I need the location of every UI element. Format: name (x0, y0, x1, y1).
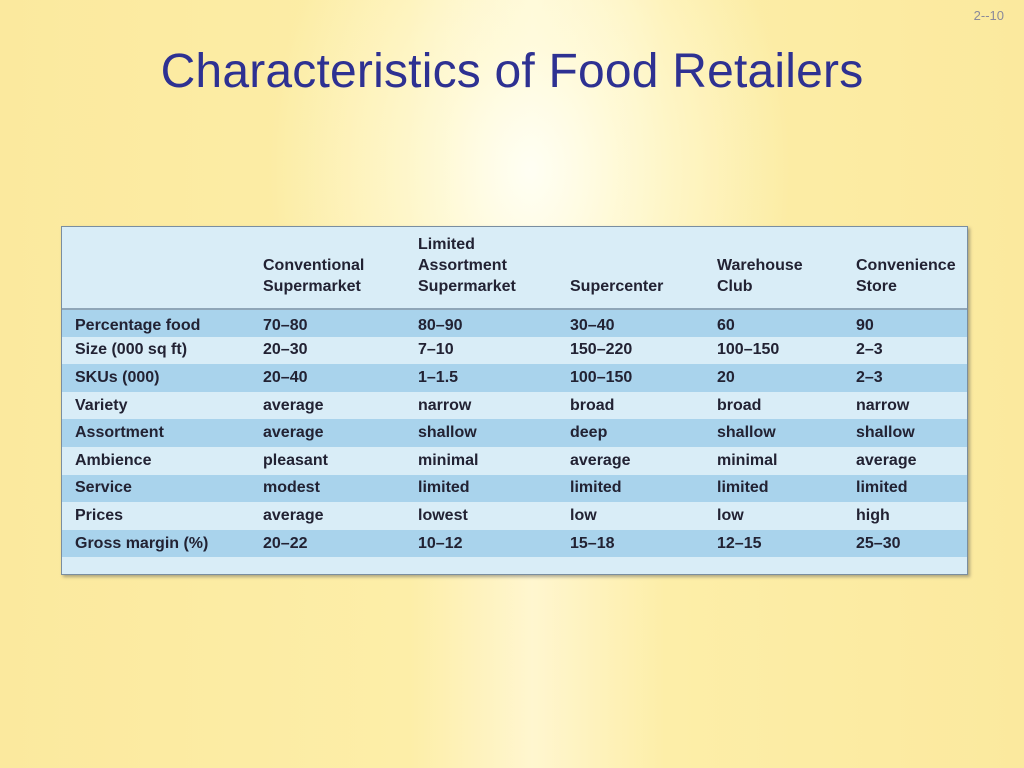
header-supercenter: Supercenter (570, 227, 717, 310)
table-cell: minimal (418, 451, 479, 469)
row-label: Percentage food (75, 317, 201, 335)
row-label: Prices (75, 506, 124, 524)
slide-number: 2--10 (973, 8, 1004, 23)
table-cell: 12–15 (717, 534, 762, 552)
table-cell: 90 (856, 317, 874, 335)
table-cell: 20–30 (263, 341, 308, 359)
table-row: Service modest limited limited limited limite… (62, 474, 967, 503)
row-label: Gross margin (%) (75, 534, 209, 552)
table-cell: limited (418, 479, 470, 497)
row-label: Ambience (75, 451, 152, 469)
table-header-row: Conventional Supermarket Limited Assortm… (62, 227, 967, 310)
row-label: Service (75, 479, 132, 497)
table-cell: modest (263, 479, 320, 497)
table-cell: broad (717, 396, 762, 414)
table-cell: 2–3 (856, 368, 883, 386)
table-cell: 25–30 (856, 534, 901, 552)
table-row: Variety average narrow broad broad narrow (62, 391, 967, 420)
table-cell: low (570, 506, 597, 524)
row-label: Assortment (75, 424, 164, 442)
table-cell: pleasant (263, 451, 328, 469)
table-cell: shallow (856, 424, 915, 442)
table-row: Percentage food 70–80 80–90 30–40 60 90 (62, 309, 967, 337)
table-cell: 70–80 (263, 317, 308, 335)
table-cell: minimal (717, 451, 778, 469)
table-cell: average (570, 451, 631, 469)
table-row: Size (000 sq ft) 20–30 7–10 150–220 100–150 2… (62, 336, 967, 365)
table-cell: 150–220 (570, 341, 633, 359)
table-cell: 20 (717, 368, 735, 386)
table-cell: limited (570, 479, 622, 497)
table-cell: low (717, 506, 744, 524)
table-cell: narrow (856, 396, 910, 414)
table-cell: 15–18 (570, 534, 615, 552)
table-row: Gross margin (%) 20–22 10–12 15–18 12–15 25–3… (62, 529, 967, 558)
table-cell: average (263, 396, 324, 414)
table-cell: shallow (418, 424, 477, 442)
table-row: SKUs (000) 20–40 1–1.5 100–150 20 2–3 (62, 364, 967, 392)
row-label: Size (000 sq ft) (75, 341, 188, 359)
table-cell: 80–90 (418, 317, 463, 335)
table-cell: average (263, 424, 324, 442)
row-label: SKUs (000) (75, 368, 160, 386)
table-body: Percentage food 70–80 80–90 30–40 60 90 Size (… (62, 309, 967, 558)
row-label: Variety (75, 396, 128, 414)
table-cell: 60 (717, 317, 735, 335)
table-cell: deep (570, 424, 608, 442)
table-cell: 2–3 (856, 341, 883, 359)
table-cell: 20–40 (263, 368, 308, 386)
table-cell: narrow (418, 396, 472, 414)
header-convenience-store: Convenience Store (856, 227, 967, 310)
table-cell: broad (570, 396, 615, 414)
table-cell: shallow (717, 424, 776, 442)
table-cell: 10–12 (418, 534, 463, 552)
table-cell: limited (856, 479, 908, 497)
table-cell: 1–1.5 (418, 368, 459, 386)
header-conventional-supermarket: Conventional Supermarket (263, 227, 418, 310)
table-cell: 30–40 (570, 317, 615, 335)
table-cell: limited (717, 479, 769, 497)
retailer-table-container: Conventional Supermarket Limited Assortm… (61, 226, 968, 575)
header-cell-empty (62, 227, 263, 310)
slide-title: Characteristics of Food Retailers (160, 45, 864, 98)
header-limited-assortment-supermarket: Limited Assortment Supermarket (418, 227, 570, 310)
food-retailer-characteristics-table: Conventional Supermarket Limited Assortm… (62, 227, 967, 558)
table-cell: high (856, 506, 890, 524)
table-row: Prices average lowest low low high (62, 502, 967, 530)
table-row: Assortment average shallow deep shallow shall… (62, 419, 967, 447)
header-warehouse-club: Warehouse Club (717, 227, 856, 310)
table-row: Ambience pleasant minimal average minimal ave… (62, 446, 967, 475)
table-cell: 100–150 (570, 368, 633, 386)
table-cell: 7–10 (418, 341, 454, 359)
table-cell: average (263, 506, 324, 524)
table-cell: 100–150 (717, 341, 780, 359)
table-cell: average (856, 451, 917, 469)
table-cell: 20–22 (263, 534, 308, 552)
table-cell: lowest (418, 506, 468, 524)
